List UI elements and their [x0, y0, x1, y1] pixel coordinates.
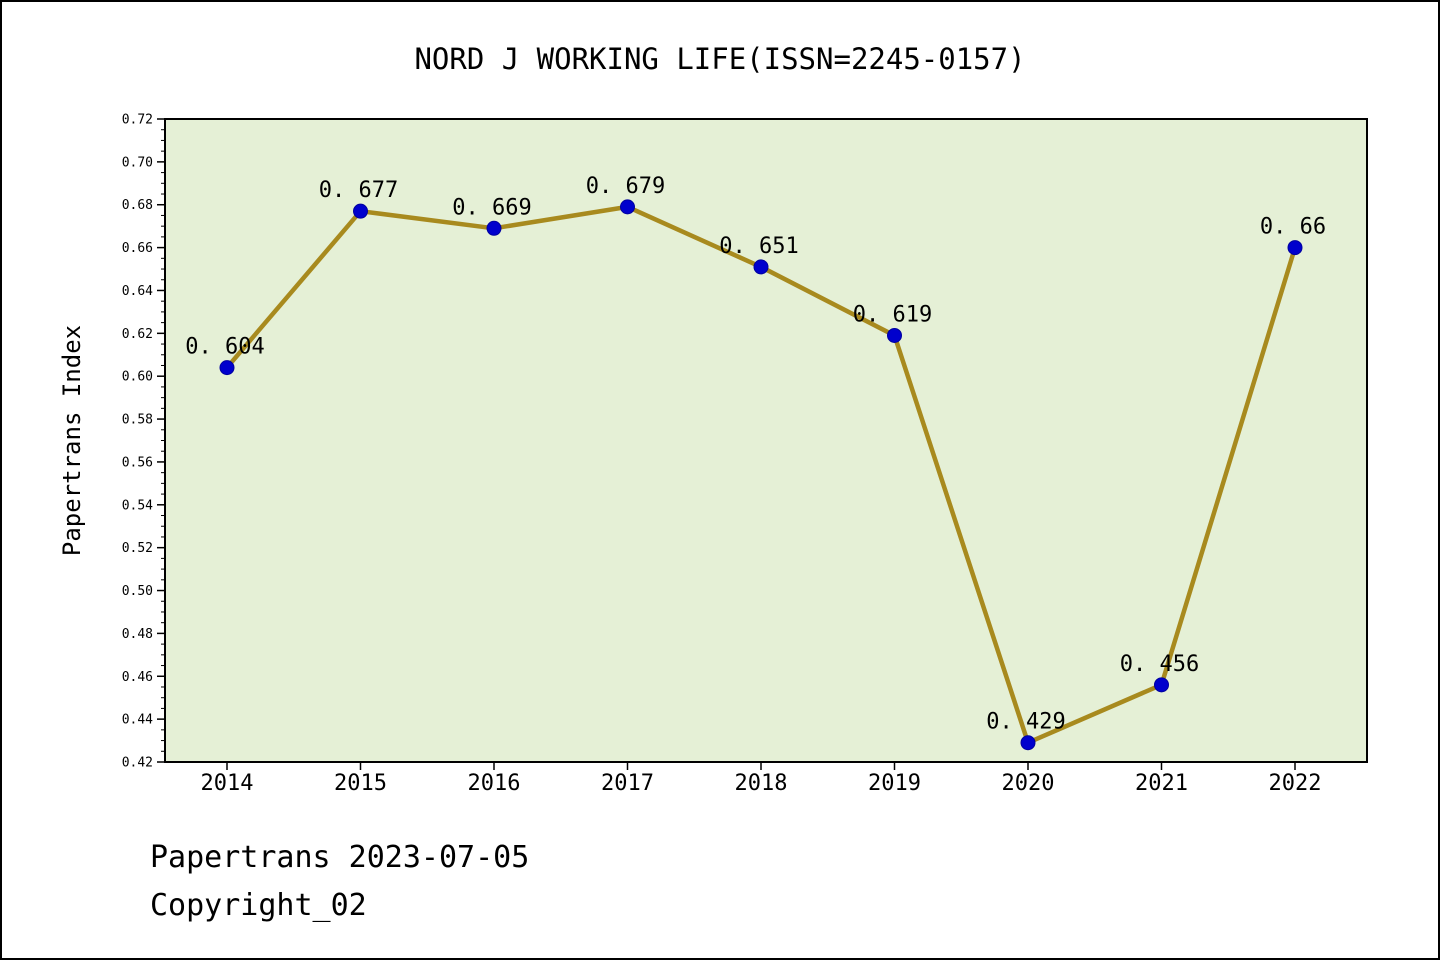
x-tick-label: 2018	[735, 771, 788, 796]
data-point	[753, 259, 769, 275]
y-tick-label: 0.68	[122, 198, 153, 213]
data-point-label: 0. 679	[586, 174, 665, 199]
plot-border	[164, 118, 1368, 763]
data-point-label: 0. 669	[452, 195, 531, 220]
x-tick-label: 2017	[601, 771, 654, 796]
y-tick-label: 0.64	[122, 284, 153, 299]
y-tick-label: 0.66	[122, 241, 153, 256]
x-tick-label: 2016	[468, 771, 521, 796]
y-tick-label: 0.72	[122, 113, 153, 128]
data-point	[1020, 735, 1036, 751]
x-tick-label: 2020	[1002, 771, 1055, 796]
data-point-label: 0. 604	[185, 335, 264, 360]
data-point-label: 0. 429	[986, 710, 1065, 735]
y-tick-label: 0.54	[122, 498, 153, 513]
y-tick-label: 0.60	[122, 370, 153, 385]
y-tick-label: 0.50	[122, 584, 153, 599]
footer-copyright: Copyright_02	[150, 888, 367, 923]
y-tick-label: 0.42	[122, 756, 153, 771]
data-point	[1154, 677, 1169, 693]
y-tick-label: 0.46	[122, 670, 153, 685]
data-point-label: 0. 66	[1260, 215, 1326, 240]
y-tick-label: 0.58	[122, 413, 153, 428]
y-tick-label: 0.52	[122, 541, 153, 556]
data-point	[486, 220, 502, 236]
plot-background	[165, 119, 1367, 762]
data-point-label: 0. 456	[1120, 652, 1199, 677]
y-tick-label: 0.44	[122, 713, 153, 728]
y-tick-label: 0.56	[122, 455, 153, 470]
data-point-label: 0. 619	[853, 302, 932, 327]
data-point	[887, 327, 902, 343]
footer-date: Papertrans 2023-07-05	[150, 840, 530, 875]
y-tick-label: 0.70	[122, 155, 153, 170]
x-tick-label: 2015	[334, 771, 387, 796]
x-tick-label: 2019	[868, 771, 921, 796]
x-tick-label: 2014	[201, 771, 254, 796]
data-point	[620, 199, 635, 215]
y-axis-title: Papertrans Index	[58, 325, 86, 556]
data-point	[353, 203, 368, 219]
y-tick-label: 0.62	[122, 327, 153, 342]
x-tick-label: 2021	[1135, 771, 1188, 796]
data-point	[219, 360, 235, 376]
data-point-label: 0. 651	[719, 234, 798, 259]
x-tick-label: 2022	[1269, 771, 1322, 796]
data-point-label: 0. 677	[319, 178, 398, 203]
data-point	[1287, 240, 1303, 256]
chart-title: NORD J WORKING LIFE(ISSN=2245-0157)	[414, 42, 1026, 76]
y-tick-label: 0.48	[122, 627, 153, 642]
